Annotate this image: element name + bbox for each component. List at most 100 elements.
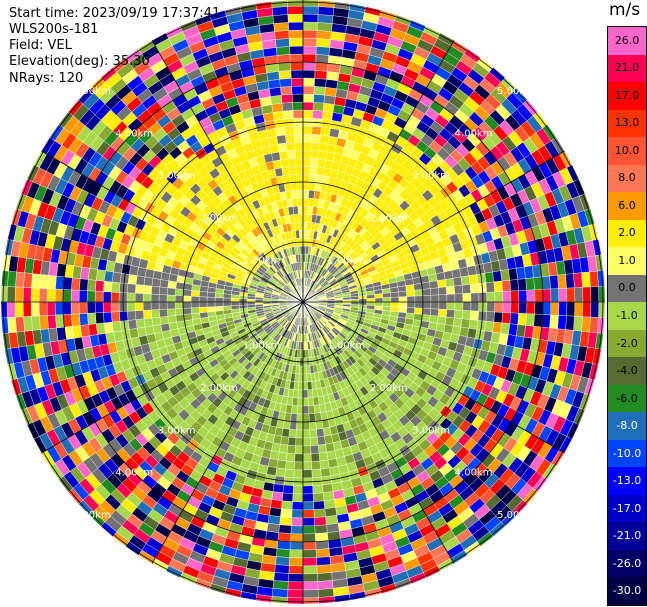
- gate-cell: [314, 532, 329, 542]
- gate-cell: [54, 288, 64, 303]
- gate-cell: [284, 468, 295, 478]
- colorbar-label: -4.0: [616, 364, 638, 378]
- gate-cell: [278, 70, 292, 80]
- gate-cell: [31, 273, 41, 289]
- gate-cell: [151, 316, 161, 327]
- gate-cell: [111, 271, 122, 283]
- range-ring-label: 1.00km: [243, 340, 281, 351]
- gate-cell: [199, 311, 209, 319]
- gate-cell: [308, 182, 316, 191]
- gate-cell: [142, 293, 152, 303]
- gate-cell: [290, 61, 304, 71]
- gate-cell: [298, 373, 304, 383]
- gate-cell: [590, 286, 600, 303]
- gate-cell: [287, 158, 297, 167]
- gate-cell: [289, 45, 304, 55]
- gate-cell: [297, 389, 304, 399]
- gate-cell: [468, 274, 479, 285]
- gate-cell: [382, 297, 392, 303]
- gate-cell: [292, 109, 304, 119]
- gate-cell: [510, 301, 520, 314]
- gate-cell: [22, 301, 32, 317]
- gate-cell: [414, 295, 424, 303]
- gate-cell: [294, 149, 304, 159]
- gate-cell: [289, 549, 304, 559]
- gate-cell: [462, 301, 472, 311]
- gate-cell: [55, 314, 65, 329]
- gate-cell: [286, 445, 296, 454]
- gate-cell: [366, 298, 376, 303]
- gate-cell: [558, 301, 568, 316]
- gate-cell: [271, 588, 289, 598]
- gate-cell: [280, 86, 293, 96]
- gate-cell: [435, 271, 446, 281]
- gate-cell: [310, 453, 320, 462]
- gate-cell: [150, 301, 160, 311]
- gate-cell: [278, 444, 289, 454]
- colorbar-label: -1.0: [616, 309, 638, 322]
- gate-cell: [103, 280, 113, 293]
- gate-cell: [445, 277, 455, 288]
- gate-cell: [314, 412, 323, 422]
- range-ring-label: 3.00km: [412, 425, 450, 436]
- gate-cell: [62, 289, 72, 303]
- gate-cell: [71, 277, 81, 291]
- gate-cell: [302, 413, 310, 423]
- gate-cell: [302, 53, 317, 63]
- gate-cell: [287, 5, 304, 15]
- gate-cell: [198, 296, 208, 303]
- gate-cell: [151, 285, 160, 295]
- gate-cell: [291, 405, 298, 414]
- range-ring-label: 1.00km: [327, 256, 365, 267]
- colorbar-label: -13.0: [612, 474, 642, 488]
- gate-cell: [0, 286, 8, 303]
- gate-cell: [598, 286, 606, 303]
- gate-cell: [287, 206, 294, 216]
- gate-cell: [398, 301, 408, 308]
- gate-cell: [271, 151, 281, 162]
- gate-cell: [525, 277, 535, 291]
- gate-cell: [317, 436, 326, 446]
- gate-cell: [501, 280, 511, 292]
- gate-cell: [287, 589, 304, 599]
- gate-cell: [438, 308, 447, 318]
- gate-cell: [102, 291, 112, 303]
- gate-cell: [322, 102, 335, 113]
- gate-cell: [296, 189, 304, 199]
- gate-cell: [397, 285, 407, 293]
- gate-cell: [288, 429, 297, 438]
- gate-cell: [289, 541, 304, 551]
- colorbar-label: -21.0: [612, 529, 642, 543]
- gate-cell: [302, 565, 318, 575]
- gate-cell: [502, 301, 512, 314]
- gate-cell: [422, 301, 432, 309]
- gate-cell: [430, 294, 440, 303]
- gate-cell: [214, 306, 224, 312]
- gate-cell: [110, 301, 120, 313]
- gate-cell: [308, 190, 315, 199]
- gate-cell: [574, 287, 584, 303]
- colorbar-label: -26.0: [612, 556, 642, 570]
- gate-cell: [39, 315, 49, 330]
- gate-cell: [272, 580, 289, 590]
- gate-cell: [31, 315, 41, 331]
- gate-cell: [143, 317, 154, 328]
- gate-cell: [452, 317, 463, 328]
- gate-cell: [302, 213, 308, 223]
- gate-cell: [313, 94, 325, 104]
- gate-cell: [95, 312, 105, 324]
- gate-cell: [438, 286, 447, 296]
- gate-cell: [6, 301, 16, 318]
- gate-cell: [288, 166, 297, 175]
- gate-cell: [290, 413, 298, 422]
- gate-cell: [281, 492, 294, 502]
- gate-cell: [311, 126, 322, 136]
- gate-cell: [302, 549, 317, 559]
- gate-cell: [509, 279, 519, 292]
- gate-cell: [306, 373, 312, 383]
- gate-cell: [311, 460, 321, 470]
- gate-cell: [443, 270, 454, 280]
- gate-cell: [454, 293, 464, 303]
- gate-cell: [438, 294, 448, 303]
- gate-cell: [111, 321, 122, 333]
